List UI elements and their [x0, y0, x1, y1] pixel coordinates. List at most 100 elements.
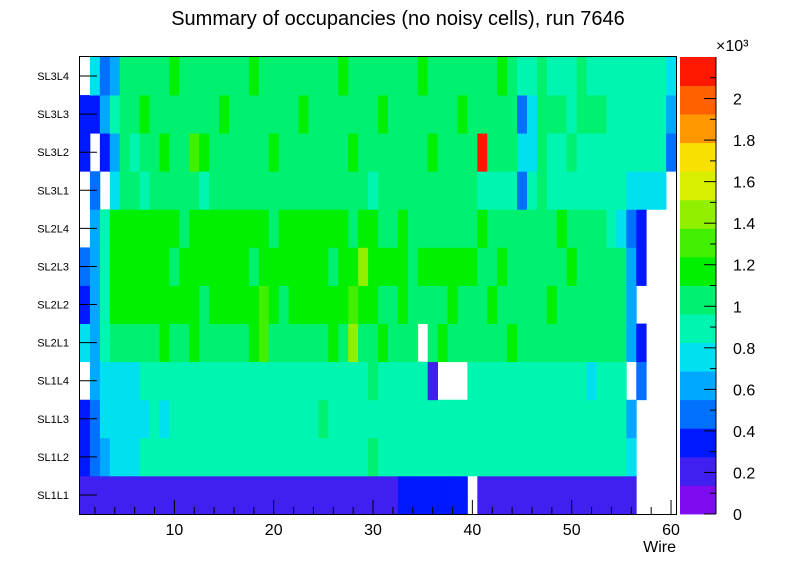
heatmap-cell — [656, 57, 667, 96]
heatmap-cell — [497, 247, 508, 286]
heatmap-cell — [219, 57, 230, 96]
heatmap-cell — [308, 209, 319, 248]
heatmap-cell — [457, 247, 468, 286]
heatmap-cell — [119, 247, 131, 286]
heatmap-cell — [536, 475, 548, 515]
heatmap-cell — [139, 399, 150, 439]
palette-tick-label: 1.8 — [733, 133, 755, 150]
heatmap-cell — [348, 285, 359, 324]
heatmap-cell — [268, 475, 280, 515]
heatmap-cell — [656, 171, 667, 210]
heatmap-cell — [258, 209, 270, 248]
heatmap-cell — [328, 475, 339, 515]
heatmap-cell — [219, 399, 230, 439]
heatmap-cell — [328, 57, 339, 96]
palette-bin — [680, 57, 716, 86]
heatmap-cell — [338, 209, 349, 248]
heatmap-cell — [576, 399, 587, 439]
heatmap-cell — [666, 95, 677, 134]
heatmap-cell — [546, 361, 558, 401]
heatmap-cell — [517, 285, 528, 324]
heatmap-cell — [616, 437, 627, 477]
heatmap-cell — [159, 437, 170, 477]
heatmap-cell — [527, 95, 538, 134]
y-tick-label: SL1L3 — [37, 414, 69, 426]
heatmap-cell — [139, 285, 150, 324]
heatmap-cell — [119, 95, 131, 134]
heatmap-cell — [576, 171, 587, 210]
heatmap-cell — [556, 323, 568, 363]
heatmap-cell — [437, 57, 448, 96]
heatmap-cell — [467, 171, 478, 210]
heatmap-cell — [447, 399, 458, 439]
heatmap-cell — [447, 209, 458, 248]
heatmap-cell — [566, 361, 578, 401]
heatmap-cell — [288, 133, 299, 172]
heatmap-cell — [606, 133, 617, 172]
heatmap-cell — [447, 437, 458, 477]
heatmap-cell — [318, 57, 329, 96]
heatmap-cell — [348, 57, 359, 96]
heatmap-cell — [517, 475, 528, 515]
heatmap-cell — [278, 323, 289, 363]
heatmap-cell — [368, 57, 379, 96]
heatmap-cell — [407, 399, 419, 439]
heatmap-cell — [238, 247, 250, 286]
heatmap-cell — [268, 361, 280, 401]
heatmap-cell — [209, 133, 220, 172]
heatmap-cell — [139, 95, 150, 134]
heatmap-cell — [248, 247, 260, 286]
heatmap-cell — [546, 323, 558, 363]
heatmap-cell — [606, 399, 617, 439]
heatmap-cell — [308, 57, 319, 96]
heatmap-cell — [358, 209, 369, 248]
heatmap-cell — [298, 95, 309, 134]
heatmap-cell — [467, 437, 478, 477]
heatmap-cell — [487, 399, 498, 439]
heatmap-cell — [268, 285, 280, 324]
palette-bin — [680, 371, 716, 401]
heatmap-cell — [556, 171, 568, 210]
heatmap-cell — [606, 323, 617, 363]
heatmap-cell — [338, 361, 349, 401]
heatmap-cell — [248, 57, 260, 96]
heatmap-cell — [656, 133, 667, 172]
palette-tick-label: 0.6 — [733, 382, 755, 399]
heatmap-cell — [417, 247, 429, 286]
heatmap-cell — [517, 437, 528, 477]
heatmap-cell — [248, 475, 260, 515]
x-tick-label: 40 — [463, 522, 481, 539]
heatmap-cell — [616, 399, 627, 439]
heatmap-cell — [268, 171, 280, 210]
heatmap-cell — [298, 361, 309, 401]
heatmap-cell — [427, 209, 438, 248]
heatmap-cell — [586, 323, 597, 363]
heatmap-cell — [527, 133, 538, 172]
heatmap-cell — [328, 171, 339, 210]
heatmap-cell — [149, 361, 160, 401]
heatmap-cell — [546, 399, 558, 439]
heatmap-cell — [566, 285, 578, 324]
heatmap-cell — [378, 437, 389, 477]
palette-bin — [680, 256, 716, 286]
heatmap-cell — [288, 171, 299, 210]
heatmap-cell — [457, 57, 468, 96]
heatmap-cell — [169, 437, 180, 477]
heatmap-cell — [199, 437, 210, 477]
heatmap-cell — [159, 475, 170, 515]
heatmap-cell — [229, 95, 240, 134]
heatmap-cell — [99, 399, 111, 439]
heatmap-cell — [209, 399, 220, 439]
heatmap-cell — [606, 247, 617, 286]
heatmap-cell — [447, 323, 458, 363]
heatmap-cell — [477, 247, 488, 286]
heatmap-cell — [338, 285, 349, 324]
palette-bin — [680, 171, 716, 201]
heatmap-cell — [596, 399, 607, 439]
heatmap-cell — [626, 475, 637, 515]
heatmap-cell — [179, 95, 190, 134]
heatmap-cell — [447, 133, 458, 172]
heatmap-cell — [169, 323, 180, 363]
heatmap-cell — [387, 57, 399, 96]
